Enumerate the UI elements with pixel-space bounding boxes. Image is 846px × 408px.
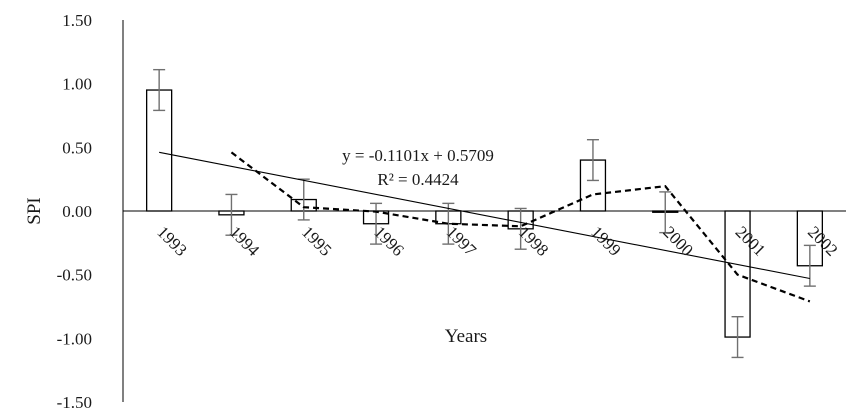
error-bar (370, 202, 383, 245)
bars (145, 89, 823, 338)
error-bars (153, 68, 816, 359)
y-tick-label: -0.50 (57, 266, 92, 285)
error-bar (586, 138, 599, 182)
y-tick-label: 0.50 (62, 138, 92, 157)
error-bar (442, 202, 455, 245)
y-tick-label: 1.00 (62, 75, 92, 94)
x-tick-label: 1993 (153, 222, 190, 259)
moving-average-line (230, 151, 811, 303)
error-bar (225, 193, 238, 236)
y-tick-label: 0.00 (62, 202, 92, 221)
x-tick-label: 1999 (587, 222, 624, 259)
error-bar (514, 207, 527, 250)
error-bar (659, 191, 672, 234)
y-tick-label: -1.50 (57, 393, 92, 408)
error-bar (153, 68, 166, 112)
r-squared-label: R² = 0.4424 (377, 170, 459, 189)
y-tick-label: -1.00 (57, 329, 92, 348)
y-tick-label: 1.50 (62, 11, 92, 30)
error-bar (803, 244, 816, 287)
y-axis-ticks: 1.50 1.00 0.50 0.00 -0.50 -1.00 -1.50 (57, 11, 92, 408)
error-bar (731, 315, 744, 359)
x-axis-title: Years (445, 326, 487, 347)
y-axis-title: SPI (24, 197, 45, 224)
trendline (159, 151, 810, 280)
x-tick-label: 1995 (298, 222, 335, 259)
trendline-equation: y = -0.1101x + 0.5709 (342, 146, 494, 165)
